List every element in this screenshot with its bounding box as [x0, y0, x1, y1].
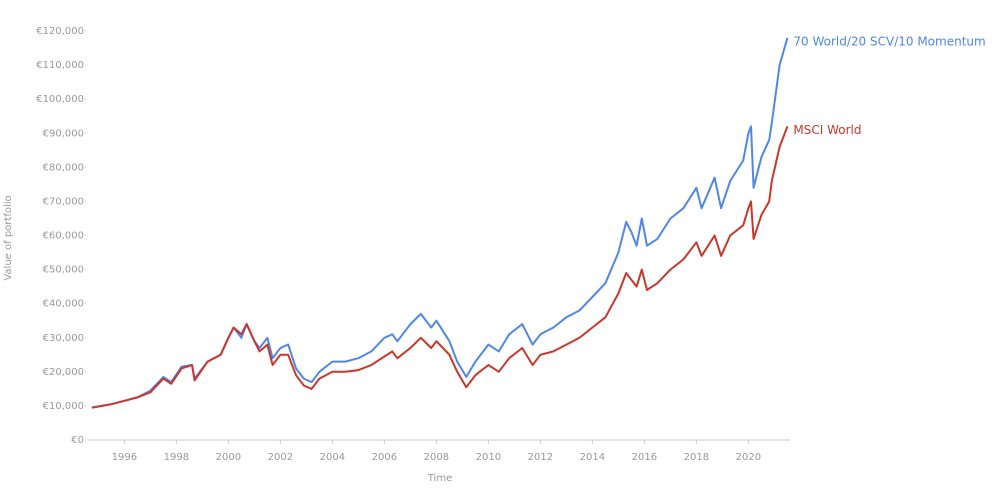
- x-tick-label: 2000: [216, 452, 241, 463]
- x-tick-label: 2002: [268, 452, 293, 463]
- y-axis-label: Value of portfolio: [3, 195, 14, 280]
- y-tick-label: €10,000: [43, 401, 84, 412]
- x-tick-label: 1996: [112, 452, 137, 463]
- y-tick-label: €80,000: [43, 162, 84, 173]
- x-tick-label: 2018: [684, 452, 709, 463]
- y-tick-label: €100,000: [36, 94, 84, 105]
- y-tick-label: €30,000: [43, 333, 84, 344]
- x-tick-label: 2014: [580, 452, 605, 463]
- x-tick-label: 2008: [424, 452, 449, 463]
- y-tick-label: €90,000: [43, 128, 84, 139]
- y-tick-label: €120,000: [36, 26, 84, 37]
- x-axis-label: Time: [427, 473, 452, 484]
- x-tick-label: 2016: [632, 452, 657, 463]
- x-tick-label: 2012: [528, 452, 553, 463]
- y-tick-label: €110,000: [36, 60, 84, 71]
- y-tick-label: €70,000: [43, 196, 84, 207]
- x-tick-label: 2020: [736, 452, 761, 463]
- y-tick-label: €40,000: [43, 299, 84, 310]
- series-label: 70 World/20 SCV/10 Momentum: [793, 34, 985, 48]
- y-tick-label: €50,000: [43, 265, 84, 276]
- series-line: [91, 37, 789, 409]
- x-tick-label: 1998: [164, 452, 189, 463]
- y-tick-label: €0: [71, 435, 84, 446]
- x-tick-label: 2006: [372, 452, 397, 463]
- y-tick-label: €60,000: [43, 231, 84, 242]
- series-label: MSCI World: [793, 123, 861, 137]
- x-tick-label: 2010: [476, 452, 501, 463]
- y-tick-label: €20,000: [43, 367, 84, 378]
- series-line: [91, 126, 789, 409]
- x-tick-label: 2004: [320, 452, 345, 463]
